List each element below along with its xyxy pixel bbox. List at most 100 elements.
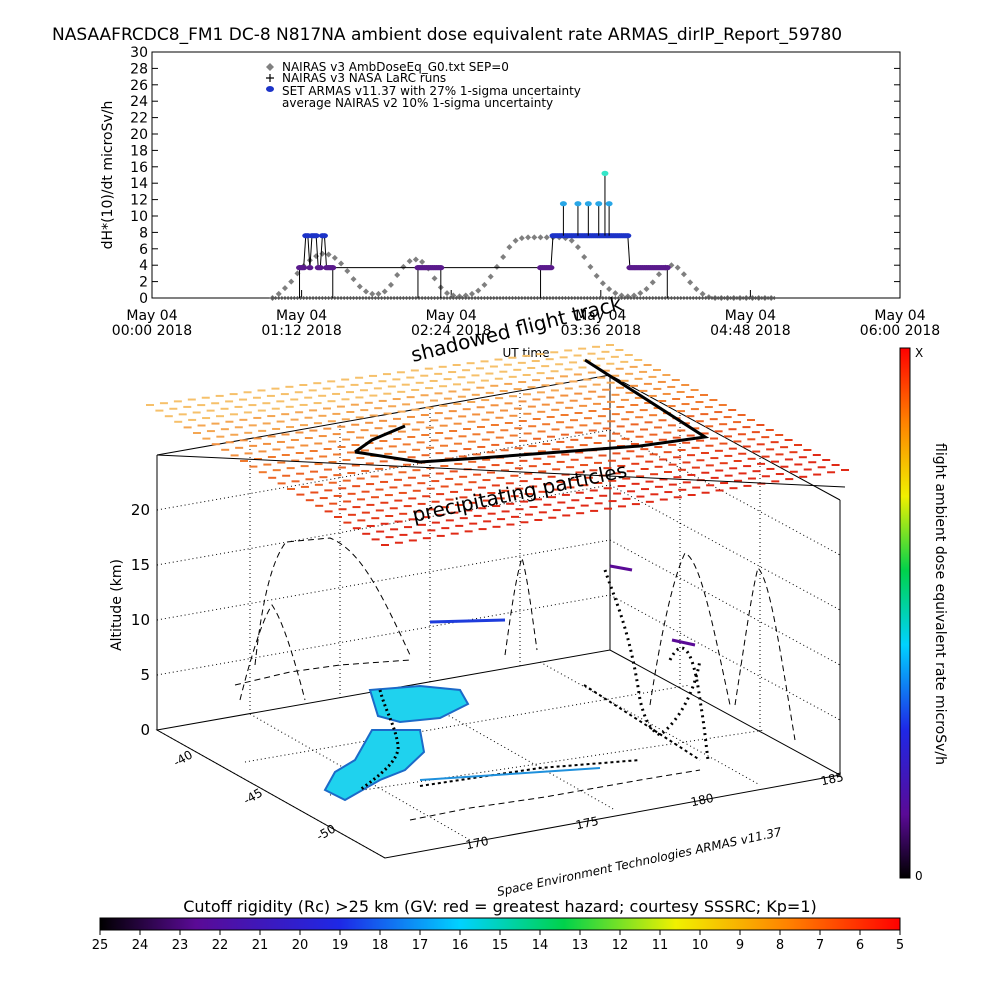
cutoff-tick-label: 12 xyxy=(612,938,629,953)
baseline-point xyxy=(656,296,661,300)
nairas-point xyxy=(319,250,326,257)
baseline-point xyxy=(607,296,612,300)
baseline-point xyxy=(594,296,599,300)
armas-high-point xyxy=(559,201,567,207)
armas-connector xyxy=(323,235,328,268)
baseline-point xyxy=(541,296,546,300)
nairas-point xyxy=(655,271,662,278)
y-tick-label: 18 xyxy=(130,143,148,159)
baseline-point xyxy=(413,296,418,300)
wall-grid-lines xyxy=(156,392,841,859)
nairas-point xyxy=(568,237,575,244)
baseline-point xyxy=(647,296,652,300)
cutoff-gradient xyxy=(99,917,901,931)
baseline-point xyxy=(703,296,708,300)
y-tick-label: 6 xyxy=(139,242,148,258)
baseline-point xyxy=(691,296,696,300)
nairas-point xyxy=(674,264,681,271)
baseline-point xyxy=(759,296,764,300)
armas-connector xyxy=(627,235,631,268)
baseline-point xyxy=(622,296,627,300)
baseline-point xyxy=(510,296,515,300)
baseline-point xyxy=(307,296,312,300)
baseline-point xyxy=(756,296,761,300)
baseline-point xyxy=(357,296,362,300)
baseline-point xyxy=(466,296,471,300)
armas-connector xyxy=(309,235,313,268)
cutoff-tick-label: 10 xyxy=(692,938,709,953)
nairas-point xyxy=(543,234,550,241)
baseline-point xyxy=(473,296,478,300)
back-wall-top-right xyxy=(609,374,841,501)
baseline-point xyxy=(494,296,499,300)
baseline-point xyxy=(326,296,331,300)
wall-gridline xyxy=(156,539,611,621)
baseline-point xyxy=(585,296,590,300)
cutoff-ticks: 25 24 23 22 21 20 19 18 17 16 15 14 13 12 11 10 9 8 7 6 5 xyxy=(92,930,904,953)
cutoff-rigidity-caption: Cutoff rigidity (Rc) >25 km (GV: red = g… xyxy=(183,897,817,916)
cutoff-tick-label: 18 xyxy=(372,938,389,953)
floor-gridline xyxy=(244,684,691,763)
altitude-tick-label: 15 xyxy=(131,556,150,574)
x-tick-label: 03:36 2018 xyxy=(561,323,641,339)
baseline-point xyxy=(572,296,577,300)
cutoff-tick-label: 6 xyxy=(856,938,864,953)
baseline-point xyxy=(653,296,658,300)
footprint-blob xyxy=(323,729,426,802)
baseline-point xyxy=(557,296,562,300)
latitude-tick-label: -40 xyxy=(171,748,195,770)
y-tick-label: 26 xyxy=(130,78,148,94)
nairas-point xyxy=(288,278,295,285)
armas-high-point xyxy=(584,201,592,207)
nairas-point xyxy=(431,275,438,282)
baseline-point xyxy=(719,296,724,300)
baseline-point xyxy=(485,296,490,300)
baseline-point xyxy=(650,296,655,300)
cutoff-tick-label: 19 xyxy=(332,938,349,953)
floor-gridline xyxy=(539,661,761,786)
longitude-tick-label: 175 xyxy=(575,814,600,832)
baseline-point xyxy=(713,296,718,300)
altitude-tick-label: 0 xyxy=(140,721,150,739)
nairas-point xyxy=(375,290,382,297)
armas-connector xyxy=(303,235,307,268)
altitude-tick-label: 20 xyxy=(131,501,150,519)
back-wall-top-left xyxy=(156,374,611,456)
longitude-tick-label: 170 xyxy=(465,834,490,852)
nairas-point xyxy=(419,258,426,265)
nairas-point xyxy=(281,285,288,292)
baseline-point xyxy=(603,296,608,300)
x-tick-label: 04:48 2018 xyxy=(710,323,790,339)
baseline-point xyxy=(610,296,615,300)
nairas-point xyxy=(574,244,581,251)
baseline-point xyxy=(672,296,677,300)
baseline-point xyxy=(675,296,680,300)
cutoff-tick-label: 14 xyxy=(532,938,549,953)
baseline-point xyxy=(441,296,446,300)
colored-track-segment xyxy=(609,564,633,572)
x-tick-label: May 04 xyxy=(126,308,177,324)
colored-track-segment xyxy=(429,618,506,624)
baseline-point xyxy=(301,296,306,300)
baseline-point xyxy=(663,296,668,300)
x-tick-label: May 04 xyxy=(874,308,925,324)
baseline-point xyxy=(716,296,721,300)
baseline-point xyxy=(613,296,618,300)
nairas-point xyxy=(693,285,700,292)
projection-curve xyxy=(409,769,701,821)
longitude-tick-label: 185 xyxy=(820,770,845,788)
baseline-point xyxy=(753,296,758,300)
baseline-point xyxy=(360,296,365,300)
cutoff-tick-label: 11 xyxy=(652,938,669,953)
x-tick-label: 02:24 2018 xyxy=(411,323,491,339)
baseline-point xyxy=(750,296,755,300)
shadowed-flight-track xyxy=(354,358,710,464)
legend-dot-marker xyxy=(266,86,274,92)
armas-high-point xyxy=(574,201,582,207)
nairas-point xyxy=(331,254,338,261)
baseline-point xyxy=(270,296,275,300)
wall-gridline xyxy=(156,594,611,676)
baseline-point xyxy=(504,296,509,300)
baseline-point xyxy=(273,296,278,300)
baseline-point xyxy=(451,296,456,300)
